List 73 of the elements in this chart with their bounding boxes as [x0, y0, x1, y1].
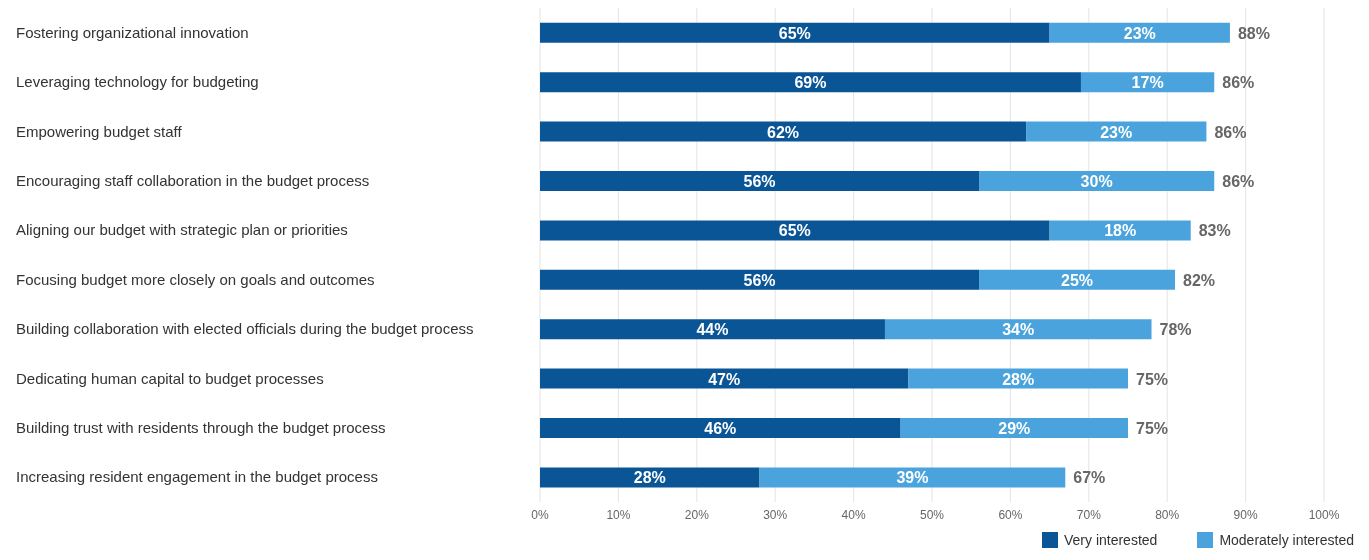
bar [979, 269, 1176, 290]
data-label: 34% [1002, 321, 1035, 339]
y-tick-label: Building collaboration with elected officials during the budget process [16, 320, 474, 338]
legend-label: Very interested [1063, 532, 1158, 548]
y-tick-label: Encouraging staff collaboration in the budget process [16, 171, 370, 189]
data-label: 56% [743, 271, 776, 289]
data-label: 30% [1080, 173, 1113, 191]
y-tick-label: Leveraging technology for budgeting [16, 73, 259, 91]
x-tick-label: 50% [919, 507, 945, 522]
data-label: 56% [743, 173, 776, 191]
y-tick-label: Empowering budget staff [16, 122, 183, 140]
data-label: 29% [998, 420, 1031, 438]
data-label: 23% [1123, 24, 1156, 42]
total-label: 86% [1222, 173, 1255, 191]
bar [759, 467, 1066, 488]
y-tick-label: Dedicating human capital to budget processes [16, 369, 324, 387]
bar [540, 171, 980, 192]
data-label: 65% [778, 222, 811, 240]
x-tick-label: 70% [1076, 507, 1102, 522]
data-label: 44% [696, 321, 729, 339]
bar [908, 368, 1128, 389]
total-label: 86% [1214, 123, 1247, 141]
bar [540, 121, 1027, 142]
total-label: 83% [1198, 222, 1231, 240]
x-tick-label: 30% [763, 507, 788, 522]
x-tick-label: 90% [1233, 507, 1258, 522]
bar [540, 319, 885, 340]
x-tick-label: 60% [998, 507, 1023, 522]
data-label: 39% [896, 469, 929, 487]
data-label: 47% [708, 370, 741, 388]
bar [1080, 72, 1215, 93]
total-label: 86% [1222, 74, 1255, 92]
data-label: 25% [1061, 271, 1094, 289]
bar [540, 269, 980, 290]
bar [540, 418, 901, 439]
bar [1049, 22, 1230, 43]
bar [884, 319, 1152, 340]
total-label: 75% [1136, 370, 1169, 388]
bar [1026, 121, 1207, 142]
total-label: 82% [1183, 271, 1216, 289]
x-tick-label: 0% [531, 507, 549, 522]
bar [540, 72, 1081, 93]
bar [1049, 220, 1191, 241]
data-label: 28% [1002, 370, 1035, 388]
bar [540, 22, 1050, 43]
y-tick-label: Building trust with residents through the budget process [16, 418, 386, 436]
legend-label: Moderately interested [1218, 532, 1355, 548]
y-tick-label: Increasing resident engagement in the budget process [16, 468, 378, 486]
total-label: 78% [1159, 321, 1192, 339]
data-label: 23% [1100, 123, 1133, 141]
data-label: 28% [633, 469, 666, 487]
total-label: 88% [1237, 24, 1270, 42]
bar [540, 220, 1050, 241]
y-tick-label: Focusing budget more closely on goals and outcomes [16, 270, 375, 288]
data-label: 17% [1131, 74, 1164, 92]
data-label: 69% [794, 74, 827, 92]
total-label: 75% [1136, 420, 1169, 438]
data-label: 46% [704, 420, 737, 438]
x-tick-label: 20% [684, 507, 710, 522]
data-label: 62% [767, 123, 800, 141]
data-label: 18% [1104, 222, 1137, 240]
x-tick-label: 40% [841, 507, 866, 522]
bar [979, 171, 1215, 192]
x-tick-label: 10% [606, 507, 631, 522]
x-tick-label: 100% [1308, 507, 1340, 522]
bar [900, 418, 1128, 439]
data-label: 65% [778, 24, 811, 42]
y-tick-label: Fostering organizational innovation [16, 23, 249, 41]
y-tick-label: Aligning our budget with strategic plan or priorities [16, 221, 348, 239]
bar [540, 368, 909, 389]
x-tick-label: 80% [1155, 507, 1180, 522]
total-label: 67% [1073, 469, 1106, 487]
bar [540, 467, 760, 488]
